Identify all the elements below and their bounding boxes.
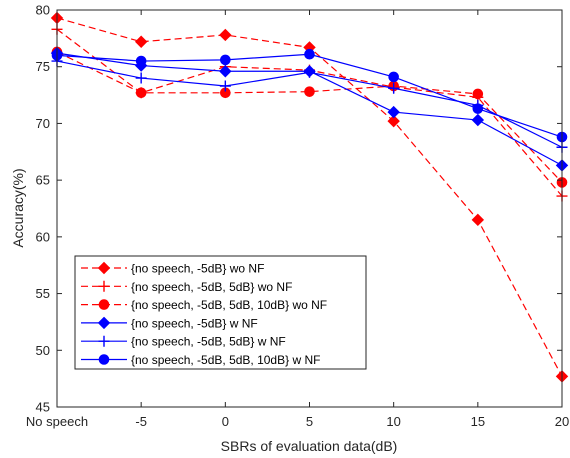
- legend-label: {no speech, -5dB, 5dB, 10dB} wo NF: [131, 298, 327, 312]
- series-marker: [471, 213, 485, 227]
- series-marker: [304, 86, 315, 97]
- legend: {no speech, -5dB} wo NF {no speech, -5dB,…: [74, 255, 367, 370]
- legend-label: {no speech, -5dB} w NF: [131, 316, 258, 330]
- legend-label: {no speech, -5dB} wo NF: [131, 262, 264, 276]
- series-marker: [134, 35, 148, 48]
- legend-label: {no speech, -5dB, 5dB} wo NF: [131, 280, 292, 294]
- series-marker: [304, 48, 315, 60]
- x-tick-label: 20: [555, 414, 569, 429]
- y-axis-ticks: 45 50 55 60 65 70 75 80: [36, 3, 562, 415]
- series-marker: [220, 54, 231, 66]
- y-tick-label: 45: [36, 400, 50, 415]
- y-tick-label: 60: [36, 229, 50, 244]
- series-marker: [472, 103, 484, 114]
- series-marker: [219, 28, 232, 42]
- y-tick-label: 75: [36, 59, 50, 74]
- legend-marker: [97, 316, 111, 330]
- legend-marker: [98, 335, 110, 347]
- x-tick-label: -5: [135, 414, 147, 429]
- legend-marker: [97, 261, 111, 275]
- legend-box: [74, 255, 367, 370]
- legend-label: {no speech, -5dB, 5dB, 10dB} w NF: [131, 353, 320, 367]
- y-tick-label: 70: [36, 116, 50, 131]
- x-axis-ticks: No speech -5 0 5 10 15 20: [26, 10, 569, 429]
- x-tick-label: 10: [386, 414, 400, 429]
- series-marker: [471, 113, 485, 127]
- series-marker: [387, 105, 400, 119]
- series-marker: [219, 65, 232, 78]
- y-tick-label: 55: [36, 286, 50, 301]
- x-tick-label: 15: [471, 414, 485, 429]
- series-marker: [135, 72, 147, 84]
- legend-label: {no speech, -5dB, 5dB} w NF: [131, 335, 286, 349]
- legend-marker: [98, 280, 110, 292]
- series-marker: [388, 71, 399, 83]
- series-marker: [304, 66, 315, 78]
- y-tick-label: 50: [36, 343, 50, 358]
- series-marker: [135, 55, 147, 67]
- x-axis-title: SBRs of evaluation data(dB): [221, 438, 398, 454]
- legend-marker: [98, 299, 110, 310]
- legend-marker: [98, 354, 110, 365]
- series-marker: [219, 80, 231, 92]
- y-tick-label: 65: [36, 173, 50, 188]
- series-marker: [472, 88, 484, 100]
- series-marker: [388, 82, 400, 94]
- x-tick-label: No speech: [26, 414, 88, 429]
- x-tick-label: 5: [306, 414, 313, 429]
- y-axis-title: Accuracy(%): [10, 168, 26, 247]
- series-marker: [387, 114, 400, 128]
- y-tick-label: 80: [36, 3, 50, 18]
- series-marker: [135, 87, 147, 99]
- x-tick-label: 0: [222, 414, 229, 429]
